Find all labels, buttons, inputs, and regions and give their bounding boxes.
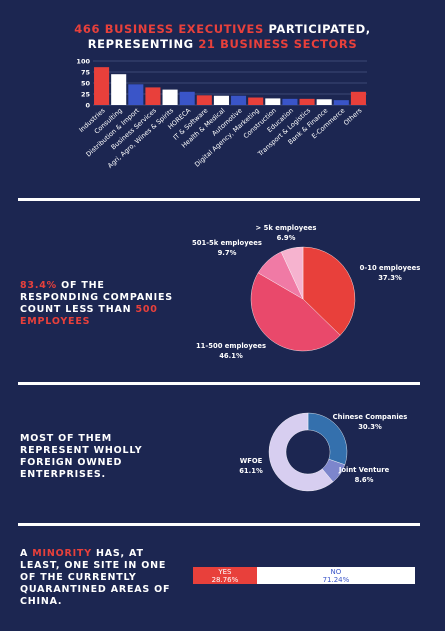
bar xyxy=(179,91,195,105)
bar xyxy=(231,95,247,105)
pie-slice xyxy=(280,246,304,300)
bar xyxy=(350,91,366,105)
bar xyxy=(145,87,161,105)
slice-value: 37.3% xyxy=(378,274,402,282)
split-yes-segment: YES 28.76% xyxy=(193,567,257,584)
split-no-label: NO xyxy=(330,568,342,576)
slice-value: 9.7% xyxy=(218,249,237,257)
x-tick-label: Others xyxy=(342,106,364,127)
slice-value: 30.3% xyxy=(358,423,382,431)
slice-value: 6.9% xyxy=(277,234,296,242)
slice-label: 11-500 employees xyxy=(196,342,266,350)
bar xyxy=(213,95,229,105)
y-tick-label: 50 xyxy=(81,80,91,88)
bar xyxy=(111,74,127,105)
sector-count: 21 xyxy=(198,37,216,51)
quarantine-text-1: A xyxy=(20,548,29,559)
bar xyxy=(128,84,144,105)
quarantine-text-2: has, at least, one site in one of the cu… xyxy=(20,548,171,607)
slice-label: 0-10 employees xyxy=(360,264,421,272)
title-part-2: participated, xyxy=(268,22,371,36)
page-title: 466 Business executives participated, re… xyxy=(0,22,445,52)
bar xyxy=(265,98,281,105)
slice-label: WFOE xyxy=(240,457,263,465)
bar xyxy=(248,97,264,105)
quarantine-highlight: minority xyxy=(32,548,92,559)
split-no-segment: NO 71.24% xyxy=(256,567,415,584)
bar xyxy=(333,100,349,105)
bar xyxy=(94,67,110,105)
y-tick-label: 100 xyxy=(76,58,90,66)
slice-value: 8.6% xyxy=(355,476,374,484)
divider-3 xyxy=(18,523,420,526)
title-line-1: 466 Business executives participated, xyxy=(0,22,445,37)
slice-value: 46.1% xyxy=(219,352,243,360)
divider-2 xyxy=(18,382,420,385)
title-part-4: Business sectors xyxy=(220,37,358,51)
ownership-text: Most of them represent wholly foreign ow… xyxy=(20,433,143,480)
pie-slice xyxy=(250,272,341,352)
quarantine-split-bar: YES 28.76% NO 71.24% xyxy=(193,567,415,584)
y-tick-label: 25 xyxy=(81,91,91,99)
pie-slice xyxy=(302,246,356,336)
bar xyxy=(162,89,178,105)
split-no-value: 71.24% xyxy=(322,576,350,584)
split-yes-label: YES xyxy=(218,568,232,576)
y-tick-label: 0 xyxy=(85,102,90,110)
slice-label: Chinese Companies xyxy=(333,413,408,421)
slice-label: 501-5k employees xyxy=(192,239,262,247)
title-part-1: Business executives xyxy=(104,22,264,36)
employee-summary: 83.4% of the responding companies count … xyxy=(20,280,180,328)
ownership-summary: Most of them represent wholly foreign ow… xyxy=(20,433,170,481)
quarantine-summary: A minority has, at least, one site in on… xyxy=(20,548,185,608)
slice-label: > 5k employees xyxy=(256,224,317,232)
title-line-2: representing 21 Business sectors xyxy=(0,37,445,52)
executive-count: 466 xyxy=(74,22,101,36)
employee-pie-chart: 0-10 employees 37.3% 11-500 employees 46.1%… xyxy=(192,224,421,360)
split-yes-value: 28.76% xyxy=(211,576,239,584)
divider-1 xyxy=(18,198,420,201)
ownership-donut-chart: Chinese Companies 30.3% Joint Venture 8.6% W… xyxy=(239,412,408,492)
bar xyxy=(299,98,315,105)
bar xyxy=(316,99,332,105)
slice-label: Joint Venture xyxy=(338,466,390,474)
sector-bar-chart: 0255075100IndustriesConsultingDistributi… xyxy=(76,58,367,170)
title-part-3: representing xyxy=(87,37,194,51)
employee-highlight: 83.4% xyxy=(20,280,57,291)
bar xyxy=(282,98,298,105)
slice-value: 61.1% xyxy=(239,467,263,475)
y-tick-label: 75 xyxy=(81,69,91,77)
employee-text: of the responding companies count less t… xyxy=(20,280,173,315)
employee-highlight-2: 500 employees xyxy=(20,304,158,327)
bar xyxy=(196,95,212,105)
